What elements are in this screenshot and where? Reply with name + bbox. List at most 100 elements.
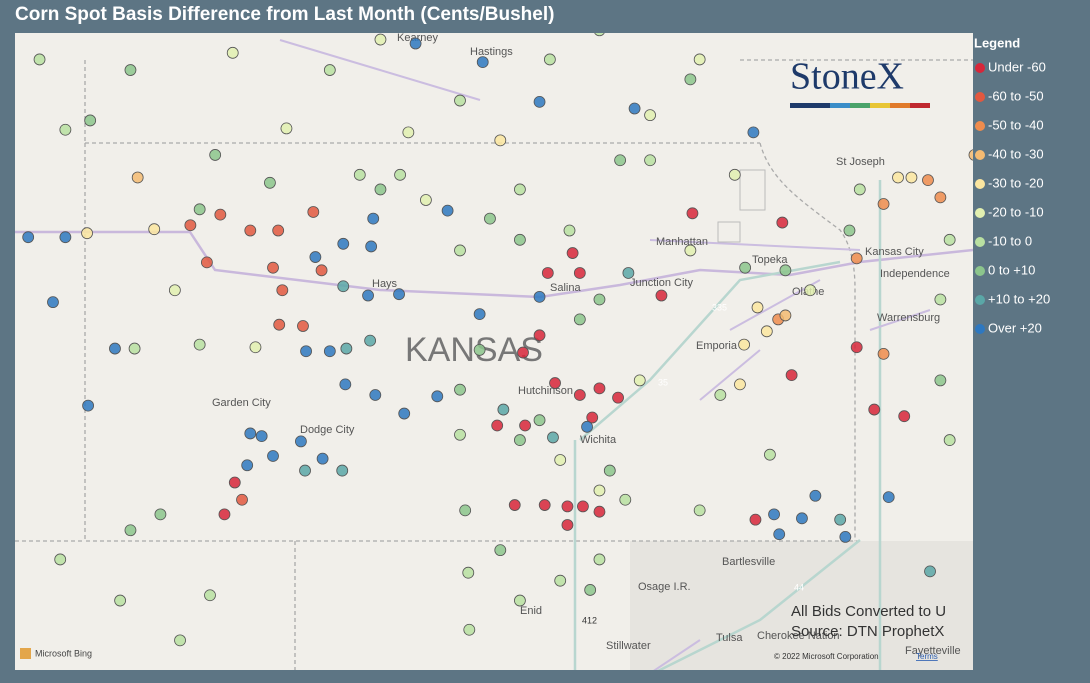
basis-point — [573, 313, 586, 326]
basis-point — [22, 231, 35, 244]
basis-point — [441, 204, 454, 217]
place-label: Topeka — [752, 254, 788, 266]
basis-point — [968, 149, 973, 161]
place-label: Hutchinson — [518, 385, 573, 397]
basis-point — [249, 341, 262, 354]
basis-point — [533, 329, 546, 342]
basis-point — [514, 594, 526, 607]
legend-swatch — [975, 150, 985, 160]
basis-point — [309, 251, 322, 263]
basis-point — [561, 519, 574, 531]
place-label: Emporia — [696, 340, 738, 352]
basis-point — [934, 374, 947, 387]
title: Corn Spot Basis Difference from Last Mon… — [15, 4, 554, 25]
basis-point — [454, 428, 466, 441]
basis-point — [779, 264, 792, 277]
basis-point — [241, 459, 254, 472]
basis-point — [934, 191, 947, 204]
basis-point — [193, 338, 206, 351]
basis-point — [374, 33, 387, 46]
basis-point — [577, 500, 589, 513]
basis-point — [365, 240, 378, 253]
legend-swatch — [975, 208, 985, 218]
basis-point — [255, 430, 268, 443]
place-label: Manhattan — [656, 236, 708, 248]
basis-point — [33, 53, 46, 66]
basis-point — [337, 237, 350, 250]
legend-label: -30 to -20 — [988, 175, 1044, 190]
place-label: Garden City — [212, 397, 271, 409]
basis-point — [594, 33, 605, 37]
legend-label: Over +20 — [988, 320, 1042, 335]
basis-point — [463, 623, 476, 636]
basis-point — [323, 345, 336, 358]
basis-point — [473, 308, 486, 320]
basis-point — [533, 290, 546, 303]
basis-point — [148, 223, 161, 236]
basis-point — [924, 565, 936, 578]
basis-point — [459, 504, 472, 517]
basis-point — [244, 427, 257, 440]
place-label: Enid — [520, 605, 542, 617]
place-label: St Joseph — [836, 156, 885, 168]
basis-point — [364, 334, 377, 347]
basis-point — [644, 109, 656, 122]
basis-point — [226, 46, 239, 59]
terms-link[interactable]: Terms — [916, 652, 938, 661]
basis-point — [779, 309, 792, 322]
basis-point — [586, 411, 599, 424]
basis-point — [367, 212, 380, 225]
legend-label: +10 to +20 — [988, 291, 1050, 306]
basis-point — [747, 126, 760, 139]
basis-point — [454, 383, 466, 396]
basis-point — [54, 553, 67, 566]
place-label: Junction City — [630, 277, 693, 289]
basis-point — [628, 102, 641, 115]
legend-label: Under -60 — [988, 59, 1046, 74]
basis-point — [264, 176, 276, 189]
basis-point — [394, 168, 406, 181]
basis-point — [655, 289, 668, 302]
basis-point — [337, 280, 350, 293]
place-label: Hays — [372, 278, 398, 290]
basis-point — [402, 126, 415, 139]
place-label: Kearney — [397, 32, 438, 44]
basis-point — [581, 420, 593, 433]
basis-point — [922, 174, 934, 187]
basis-point — [714, 389, 727, 401]
basis-point — [619, 493, 632, 506]
basis-point — [796, 512, 808, 525]
basis-point — [295, 435, 307, 448]
basis-point — [843, 224, 856, 237]
base-map — [15, 39, 973, 670]
legend-swatch — [975, 266, 985, 276]
basis-point — [409, 37, 422, 50]
basis-point — [476, 56, 489, 68]
basis-point — [124, 524, 137, 537]
brand: StoneX — [790, 56, 904, 98]
basis-point — [154, 508, 167, 521]
basis-point — [633, 374, 646, 387]
place-label: Bartlesville — [722, 556, 775, 568]
legend-label: -60 to -50 — [988, 88, 1044, 103]
basis-point — [749, 513, 762, 526]
basis-point — [785, 369, 798, 381]
basis-point — [299, 464, 311, 477]
basis-point — [300, 345, 312, 358]
basis-point — [114, 594, 127, 607]
basis-point — [514, 183, 526, 196]
basis-point — [728, 168, 741, 181]
basis-point — [614, 154, 627, 167]
basis-point — [316, 452, 329, 465]
basis-point — [280, 122, 293, 135]
place-label: Hastings — [470, 46, 513, 58]
basis-point — [128, 342, 141, 355]
legend-swatch — [975, 179, 985, 189]
basis-point — [547, 431, 559, 444]
basis-point — [307, 206, 320, 218]
basis-point — [228, 476, 241, 489]
basis-point — [882, 491, 895, 504]
basis-point — [244, 224, 257, 237]
basis-point — [877, 347, 890, 360]
